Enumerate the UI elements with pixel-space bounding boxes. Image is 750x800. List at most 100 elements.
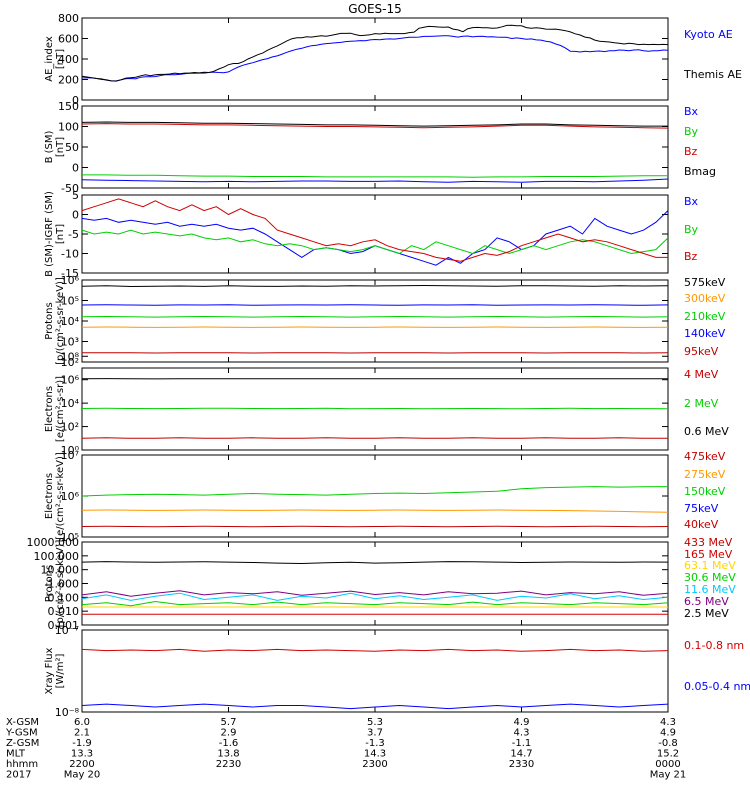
- series-line-2-5-mev: [81, 561, 669, 565]
- x-axis-value: 6.0: [74, 717, 90, 728]
- legend-label: 0.6 MeV: [684, 425, 729, 438]
- legend-label: Bmag: [684, 165, 716, 178]
- y-axis-label: [nT]: [55, 49, 66, 69]
- x-axis-value: 4.3: [660, 717, 676, 728]
- series-line-11-6-mev: [81, 592, 669, 601]
- y-axis-label: B (SM): [44, 130, 55, 163]
- x-axis-value: 13.3: [71, 749, 93, 760]
- y-tick-label: 0.100: [48, 591, 80, 604]
- x-axis-value: 15.2: [657, 749, 679, 760]
- x-axis-value: -1.3: [365, 738, 385, 749]
- y-tick-label: 10⁴: [61, 397, 80, 410]
- y-axis-label: [W/m²]: [55, 653, 66, 688]
- series-line-by: [82, 174, 668, 178]
- x-axis-value: -1.9: [72, 738, 92, 749]
- x-axis-table: X-GSM 6.0 5.7 5.3 4.9 4.3Y-GSM 2.1 2.9 3.7 4.3 4.9…: [5, 717, 686, 781]
- panel-frame: [81, 17, 669, 101]
- series-line-275kev: [81, 509, 669, 513]
- x-axis-value: May 21: [650, 770, 687, 781]
- x-axis-row-label: 2017: [6, 770, 31, 781]
- y-tick-label: 10²: [61, 356, 79, 369]
- y-tick-label: 600: [58, 33, 79, 46]
- legend-label: 2.5 MeV: [684, 607, 729, 620]
- series-line-bmag: [81, 121, 668, 127]
- legend-label: Bx: [684, 105, 699, 118]
- y-tick-label: 10⁻⁷: [55, 624, 79, 637]
- legend-label: 40keV: [684, 518, 719, 531]
- x-axis-value: -1.6: [219, 738, 239, 749]
- x-axis-value: May 20: [64, 770, 101, 781]
- y-tick-label: 10⁶: [61, 374, 80, 387]
- y-tick-label: 10³: [61, 336, 79, 349]
- x-axis-value: 2230: [216, 759, 241, 770]
- panel-5: 10⁸ 10⁶ 10⁴ 10² 10⁰ Electrons [e/(cm²-s-sr)] 4 …: [44, 350, 729, 457]
- legend-label: 475keV: [684, 450, 726, 463]
- legend-label: 6.5 MeV: [684, 595, 729, 608]
- y-tick-label: 10⁵: [61, 531, 79, 544]
- legend-label: 11.6 MeV: [684, 583, 736, 596]
- y-axis-label: [nT]: [55, 137, 66, 157]
- y-tick-label: 10.000: [41, 564, 80, 577]
- x-axis-value: -1.1: [512, 738, 532, 749]
- legend-label: 75keV: [684, 502, 719, 515]
- x-axis-value: 2200: [69, 759, 94, 770]
- y-tick-label: 10²: [61, 421, 79, 434]
- panel-7: 1000.000100.00010.0001.0000.1000.0100.00…: [27, 536, 737, 632]
- y-tick-label: -15: [61, 267, 79, 280]
- y-tick-label: 5: [72, 189, 79, 202]
- y-tick-label: 10⁶: [61, 490, 80, 503]
- y-axis-label: [p/(cm²-s-sr-keV)]: [55, 277, 66, 365]
- x-axis-value: 13.8: [217, 749, 239, 760]
- y-axis-label: Electrons: [44, 473, 55, 519]
- y-tick-label: 10⁸: [61, 350, 80, 363]
- y-tick-label: 10⁻⁸: [55, 706, 80, 719]
- x-axis-row-label: Y-GSM: [5, 728, 38, 739]
- x-axis-row-label: MLT: [6, 749, 26, 760]
- y-tick-label: 10⁰: [61, 444, 80, 457]
- legend-label: 150keV: [684, 485, 726, 498]
- y-tick-label: 800: [58, 12, 79, 25]
- legend-label: By: [684, 223, 699, 236]
- panel-8: 10⁻⁷ 10⁻⁸ Xray Flux [W/m²] 0.1-0.8 nm 0.05-0.…: [44, 624, 750, 719]
- x-axis-value: 4.9: [514, 717, 530, 728]
- legend-label: 300keV: [684, 292, 726, 305]
- legend-label: Kyoto AE: [684, 28, 733, 41]
- y-axis-label: [e/(cm²-s-sr)]: [55, 376, 66, 442]
- chart-title: GOES-15: [348, 2, 402, 16]
- y-axis-label: B (SM)-IGRF (SM): [44, 191, 55, 277]
- y-axis-label: [e/(cm²-s-sr-keV)]: [55, 452, 66, 540]
- series-line-kyoto-ae: [82, 35, 669, 82]
- series-line-by: [81, 229, 669, 255]
- legend-label: 275keV: [684, 468, 726, 481]
- panel-1: 800 600 400 200 0 AE_index [nT] Kyoto AE Themis …: [44, 12, 742, 107]
- series-line-4-mev: [81, 437, 668, 439]
- x-axis-row-label: hhmm: [6, 759, 38, 770]
- y-tick-label: 0.001: [48, 619, 80, 632]
- x-axis-value: 2300: [362, 759, 387, 770]
- legend-label: Themis AE: [683, 68, 742, 81]
- series-line-bx: [81, 210, 669, 266]
- y-tick-label: 10⁴: [61, 315, 80, 328]
- panel-frame: [81, 279, 669, 363]
- y-tick-label: 10⁷: [61, 449, 79, 462]
- x-axis-row-label: Z-GSM: [6, 738, 39, 749]
- y-axis-label: AE_index: [44, 36, 55, 82]
- y-axis-label: [nT]: [55, 224, 66, 244]
- y-tick-label: 50: [65, 141, 79, 154]
- x-axis-value: -0.8: [658, 738, 678, 749]
- series-line-bz: [81, 198, 668, 262]
- panel-2: 150 100 50 0 -50 B (SM) [nT] Bx By Bz Bmag: [44, 100, 716, 195]
- legend-label: 63.1 MeV: [684, 559, 736, 572]
- panel-frame: [81, 454, 669, 538]
- legend-label: 0.1-0.8 nm: [684, 639, 744, 652]
- panel-4: 10⁶ 10⁵ 10⁴ 10³ 10² Protons [p/(cm²-s-sr-keV)]…: [44, 274, 726, 369]
- x-axis-row-label: X-GSM: [6, 717, 39, 728]
- legend-label: Bz: [684, 250, 698, 263]
- y-tick-label: 200: [58, 74, 79, 87]
- y-tick-label: 400: [58, 53, 79, 66]
- x-axis-value: 2330: [509, 759, 534, 770]
- legend-label: 210keV: [684, 310, 726, 323]
- series-line-bx: [81, 178, 669, 183]
- y-tick-label: 0: [72, 94, 79, 107]
